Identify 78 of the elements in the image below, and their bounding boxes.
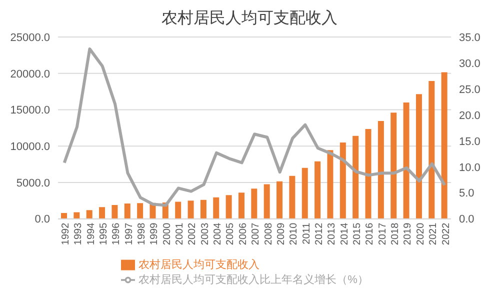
bar <box>403 102 410 219</box>
bar <box>213 197 220 219</box>
x-tick-label: 1992 <box>60 222 72 246</box>
x-tick-label: 1993 <box>73 222 84 246</box>
legend-label: 农村居民人均可支配收入 <box>138 258 260 271</box>
x-tick-label: 2012 <box>314 222 325 246</box>
x-tick-label: 2017 <box>377 222 388 246</box>
x-tick-label: 2000 <box>162 222 173 246</box>
bar <box>61 212 67 219</box>
x-tick-label: 2004 <box>212 222 224 246</box>
y-tick-label: 15000.0 <box>10 104 50 117</box>
y-tick-label: 0.0 <box>34 214 50 226</box>
y2-tick-label: 5.0 <box>459 188 474 200</box>
bar <box>365 128 372 219</box>
bar <box>352 136 359 219</box>
x-tick-label: 2007 <box>250 222 262 246</box>
y2-tick-label: 10.0 <box>459 162 480 174</box>
bar <box>124 204 130 219</box>
bar <box>340 142 346 219</box>
bar <box>200 200 206 219</box>
y-tick-label: 20000.0 <box>10 68 50 80</box>
y2-tick-label: 20.0 <box>459 110 480 122</box>
x-tick-label: 2022 <box>440 222 452 246</box>
bar <box>441 72 448 219</box>
bar <box>251 188 258 219</box>
x-tick-label: 2003 <box>200 222 211 246</box>
bar <box>175 202 182 219</box>
x-tick-label: 2015 <box>352 222 364 246</box>
bar <box>226 195 232 219</box>
x-tick-label: 2011 <box>301 222 312 244</box>
x-tick-label: 2008 <box>263 222 274 246</box>
x-tick-label: 2001 <box>174 222 186 246</box>
bar <box>314 161 321 219</box>
bar <box>428 81 435 219</box>
x-tick-label: 2006 <box>238 222 249 246</box>
y2-tick-label: 0.0 <box>459 214 474 226</box>
legend-label: 农村居民人均可支配收入比上年名义增长（%） <box>138 274 368 286</box>
bar <box>99 207 106 219</box>
x-tick-label: 1998 <box>136 222 148 246</box>
x-tick-label: 2016 <box>364 222 376 246</box>
y2-tick-label: 25.0 <box>459 84 480 96</box>
bar <box>390 112 397 219</box>
bar <box>327 150 334 219</box>
y2-tick-label: 30.0 <box>459 58 480 70</box>
x-tick-label: 2021 <box>428 222 440 246</box>
y-tick-label: 10000.0 <box>10 140 50 153</box>
x-tick-label: 2002 <box>187 222 198 246</box>
bar <box>86 210 92 219</box>
y2-tick-label: 35.0 <box>459 32 480 44</box>
x-tick-label: 2018 <box>390 222 402 246</box>
bar <box>416 94 422 219</box>
x-tick-label: 2010 <box>288 222 300 246</box>
x-tick-label: 2013 <box>326 222 338 246</box>
y2-tick-label: 15.0 <box>459 136 480 148</box>
bar <box>188 200 194 219</box>
bar <box>238 192 244 219</box>
chart-title: 农村居民人均可支配收入 <box>160 8 338 29</box>
y-tick-label: 5000.0 <box>16 177 50 190</box>
x-tick-label: 1996 <box>111 222 122 246</box>
bar <box>378 120 384 219</box>
x-tick-label: 1997 <box>124 222 135 246</box>
x-tick-label: 1994 <box>86 222 97 246</box>
x-tick-label: 1999 <box>149 222 160 246</box>
bar <box>264 184 270 219</box>
line-series <box>62 47 446 207</box>
x-tick-label: 2009 <box>276 222 287 246</box>
bar <box>137 203 144 219</box>
x-tick-label: 2014 <box>339 222 350 246</box>
y-tick-label: 25000.0 <box>10 32 50 44</box>
x-tick-label: 1995 <box>98 222 110 246</box>
bar <box>302 168 308 219</box>
bar <box>112 204 118 219</box>
x-tick-label: 2019 <box>402 222 414 246</box>
bar <box>276 181 283 219</box>
x-tick-label: 2005 <box>225 222 236 246</box>
bar <box>289 176 296 219</box>
x-tick-label: 2020 <box>415 222 426 246</box>
bar <box>74 212 80 219</box>
